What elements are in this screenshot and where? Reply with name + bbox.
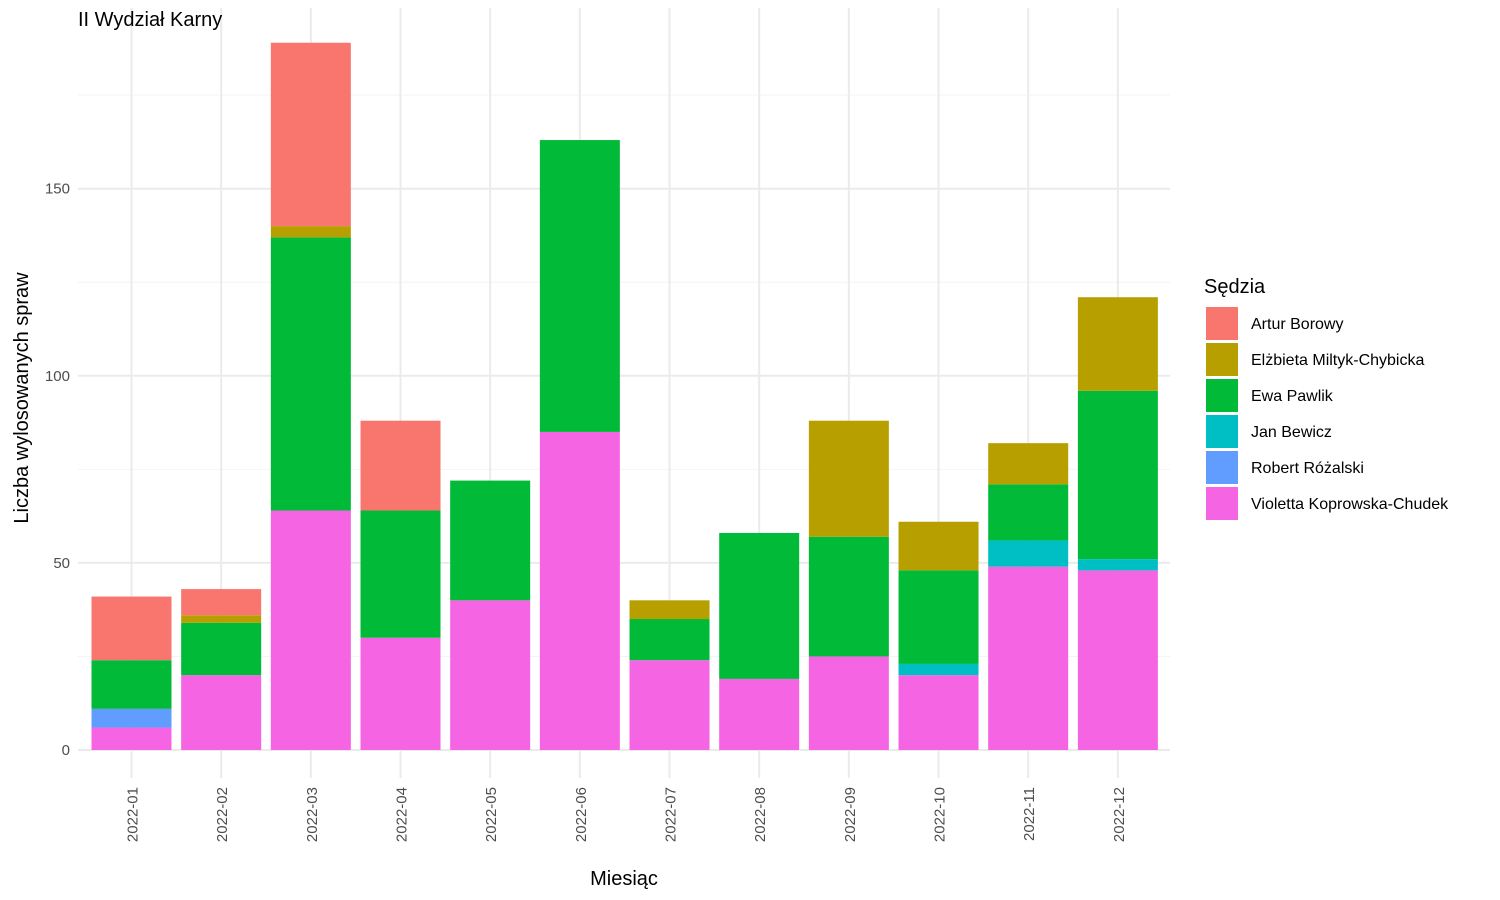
legend-swatch (1206, 415, 1238, 448)
y-axis-title: Liczba wylosowanych spraw (11, 272, 33, 524)
bar-segment (270, 237, 351, 511)
x-tick-label: 2022-03 (304, 787, 321, 842)
bar-segment (808, 420, 889, 537)
x-axis-ticks: 2022-01 2022-02 2022-03 2022-04 2022-05 2022-… (125, 787, 1128, 842)
bar-segment (450, 600, 531, 750)
y-tick-label: 150 (45, 181, 70, 198)
x-tick-label: 2022-07 (663, 787, 680, 842)
legend-title: Sędzia (1204, 276, 1266, 298)
bar-segment (1077, 390, 1158, 560)
x-tick-label: 2022-04 (394, 787, 411, 842)
bar-segment (181, 615, 262, 623)
legend-label: Artur Borowy (1251, 316, 1343, 333)
bar-segment (629, 619, 710, 661)
bar-segment (898, 521, 979, 571)
legend-label: Jan Bewicz (1251, 424, 1332, 441)
legend-label: Violetta Koprowska-Chudek (1251, 496, 1449, 513)
x-tick-label: 2022-02 (214, 787, 231, 842)
bar-segment (629, 660, 710, 750)
bar-segment (629, 600, 710, 620)
bar-segment (270, 42, 351, 227)
legend-label: Robert Różalski (1251, 460, 1364, 477)
bar-segment (988, 540, 1069, 567)
bar-segment (91, 660, 172, 709)
bar-segment (539, 140, 620, 432)
bar-segment (719, 678, 800, 750)
legend-swatch (1206, 379, 1238, 412)
bar-segment (360, 510, 441, 638)
bar-segment (898, 675, 979, 750)
bar-segment (181, 622, 262, 676)
x-tick-label: 2022-06 (573, 787, 590, 842)
y-tick-label: 0 (62, 742, 70, 759)
x-tick-label: 2022-12 (1111, 787, 1128, 842)
bar-segment (1077, 297, 1158, 391)
bar-segment (539, 431, 620, 750)
x-tick-label: 2022-05 (483, 787, 500, 842)
bar-segment (898, 570, 979, 664)
x-tick-label: 2022-01 (125, 787, 142, 842)
x-tick-label: 2022-11 (1021, 787, 1038, 841)
legend-swatch (1206, 307, 1238, 340)
legend-label: Elżbieta Miltyk-Chybicka (1251, 352, 1424, 369)
bar-segment (91, 596, 172, 661)
y-tick-label: 100 (45, 368, 70, 385)
bar-segment (898, 663, 979, 676)
bar-segment (988, 443, 1069, 485)
x-axis-title: Miesiąc (590, 868, 658, 890)
legend-swatch (1206, 451, 1238, 484)
bar-segment (450, 480, 531, 601)
bar-segment (360, 637, 441, 750)
bar-segment (988, 566, 1069, 750)
bar-segment (360, 420, 441, 511)
bar-segment (270, 226, 351, 238)
y-tick-label: 50 (53, 555, 70, 572)
legend: Sędzia Artur Borowy Elżbieta Miltyk-Chybi… (1204, 276, 1449, 520)
legend-swatch (1206, 343, 1238, 376)
x-tick-label: 2022-09 (842, 787, 859, 842)
bar-segment (1077, 570, 1158, 750)
x-tick-label: 2022-10 (932, 787, 949, 842)
bars (91, 42, 1158, 750)
y-axis-ticks: 0 50 100 150 (45, 181, 70, 759)
bar-segment (181, 589, 262, 616)
bar-segment (988, 484, 1069, 541)
bar-segment (181, 675, 262, 750)
legend-swatch (1206, 487, 1238, 520)
bar-segment (808, 656, 889, 750)
bar-segment (91, 727, 172, 750)
x-tick-label: 2022-08 (752, 787, 769, 842)
legend-label: Ewa Pawlik (1251, 388, 1334, 405)
bar-segment (91, 708, 172, 728)
bar-segment (270, 510, 351, 750)
bar-segment (719, 532, 800, 679)
bar-segment (1077, 559, 1158, 571)
bar-segment (808, 536, 889, 657)
chart-title: II Wydział Karny (78, 9, 222, 31)
